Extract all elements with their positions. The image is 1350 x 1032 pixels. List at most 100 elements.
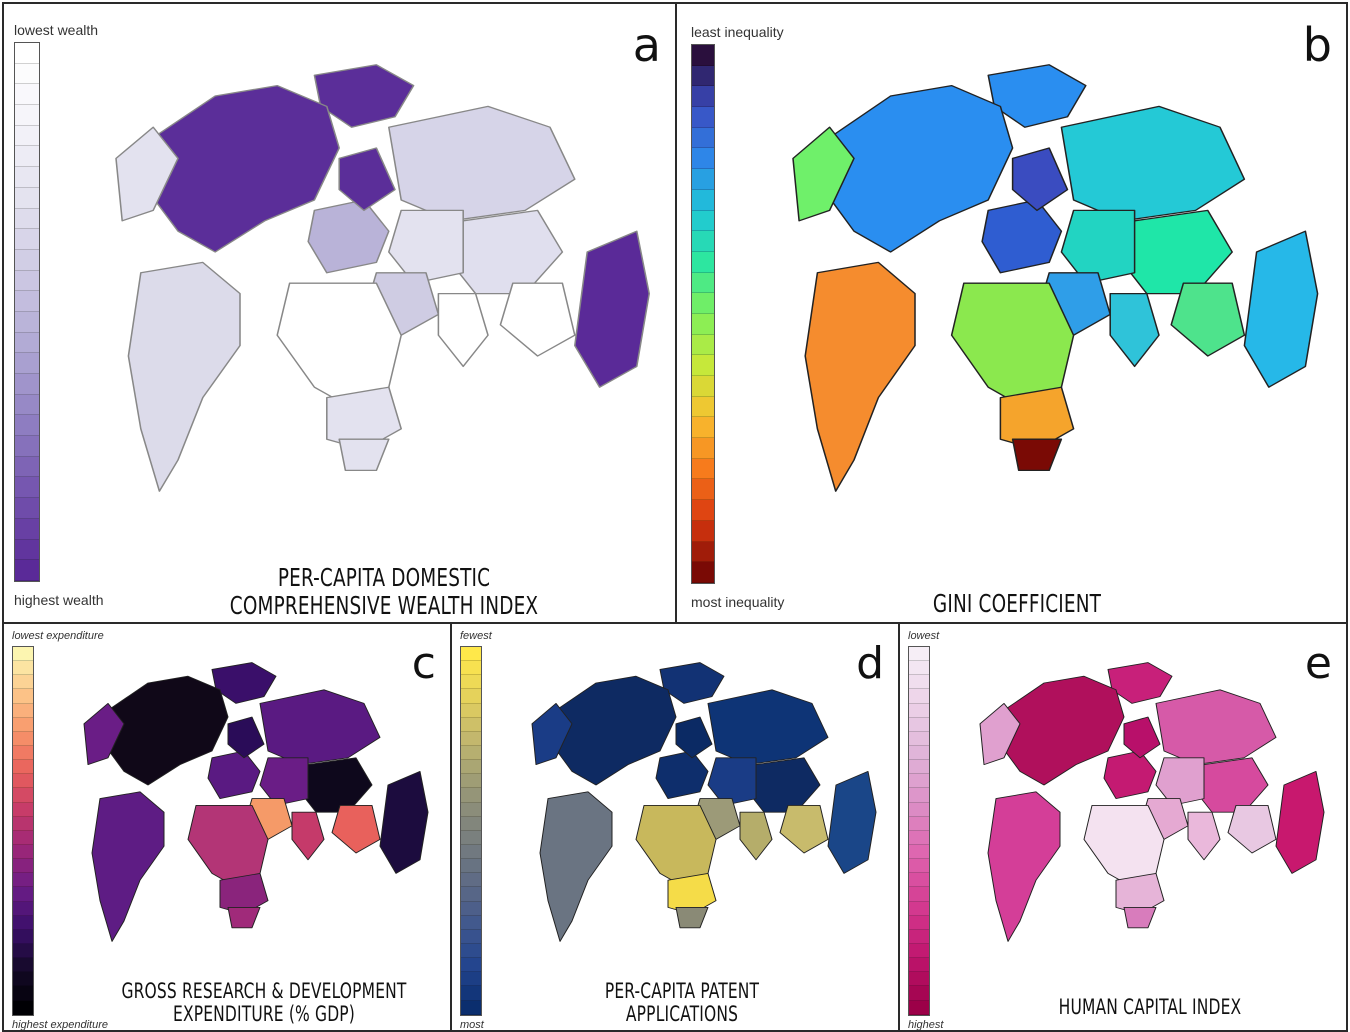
region-south-africa bbox=[227, 906, 261, 929]
legend-swatch bbox=[13, 788, 33, 803]
map-title: GINI COEFFICIENT bbox=[894, 590, 1140, 618]
region-india bbox=[1109, 292, 1160, 368]
region-scandinavia bbox=[1011, 147, 1069, 212]
legend-swatch bbox=[909, 915, 929, 930]
map-title-line-1: GINI COEFFICIENT bbox=[932, 589, 1102, 618]
legend-swatch bbox=[15, 477, 39, 499]
legend-top-label: lowest bbox=[908, 630, 940, 642]
region-europe bbox=[655, 750, 709, 800]
region-scandinavia bbox=[227, 716, 265, 759]
legend-swatch bbox=[15, 394, 39, 416]
region-alaska bbox=[115, 126, 179, 222]
legend-swatch bbox=[461, 703, 481, 718]
legend-swatch bbox=[15, 353, 39, 374]
legend-swatch bbox=[15, 43, 39, 64]
legend-swatch bbox=[13, 830, 33, 845]
legend-swatch bbox=[15, 332, 39, 354]
map-a bbox=[115, 64, 650, 492]
legend-swatch bbox=[461, 816, 481, 831]
legend-swatch bbox=[13, 816, 33, 831]
legend-swatch bbox=[461, 647, 481, 662]
legend-bottom-label: highest bbox=[908, 1019, 944, 1031]
legend-swatch bbox=[909, 760, 929, 775]
legend-swatch bbox=[692, 231, 714, 252]
legend-swatch bbox=[15, 270, 39, 292]
panel-letter: c bbox=[411, 638, 436, 689]
legend-swatch bbox=[15, 125, 39, 147]
legend-swatch bbox=[692, 458, 714, 480]
legend-swatch bbox=[461, 1000, 481, 1015]
region-australia bbox=[574, 230, 650, 388]
legend-swatch bbox=[909, 717, 929, 732]
legend-swatch bbox=[13, 986, 33, 1001]
legend-swatch bbox=[461, 986, 481, 1001]
legend-swatch bbox=[909, 844, 929, 860]
region-asia bbox=[1060, 209, 1136, 284]
legend-swatch bbox=[13, 844, 33, 860]
legend-swatch bbox=[13, 873, 33, 888]
legend-swatch bbox=[909, 703, 929, 718]
legend-swatch bbox=[461, 802, 481, 817]
legend-swatch bbox=[692, 313, 714, 335]
legend-swatch bbox=[909, 986, 929, 1001]
legend-swatch bbox=[15, 518, 39, 540]
legend-swatch bbox=[13, 929, 33, 944]
legend-swatch bbox=[692, 169, 714, 190]
legend-swatch bbox=[909, 1000, 929, 1015]
legend-swatch bbox=[13, 745, 33, 761]
legend-swatch bbox=[692, 520, 714, 542]
region-asia bbox=[388, 209, 464, 284]
region-australia bbox=[827, 770, 877, 874]
legend-swatch bbox=[692, 65, 714, 87]
region-south-africa bbox=[1123, 906, 1157, 929]
legend-swatch bbox=[15, 146, 39, 168]
legend-swatch bbox=[13, 717, 33, 732]
legend-swatch bbox=[909, 887, 929, 902]
legend-swatch bbox=[13, 972, 33, 987]
region-south-america bbox=[127, 261, 241, 492]
legend-swatch bbox=[15, 311, 39, 333]
region-scandinavia bbox=[675, 716, 713, 759]
region-north-america bbox=[551, 675, 677, 786]
region-se-asia bbox=[331, 804, 381, 854]
region-alaska bbox=[792, 126, 855, 222]
region-south-africa bbox=[1011, 438, 1063, 472]
legend-swatch bbox=[461, 788, 481, 803]
region-alaska bbox=[531, 702, 573, 766]
legend-swatch bbox=[909, 859, 929, 874]
legend-swatch bbox=[909, 958, 929, 973]
legend-swatch bbox=[15, 167, 39, 188]
legend-swatch bbox=[909, 661, 929, 676]
legend-swatch bbox=[13, 703, 33, 718]
region-asia bbox=[259, 757, 309, 806]
legend-swatch bbox=[461, 774, 481, 789]
region-china bbox=[1195, 757, 1269, 813]
map-title-line-1: PER-CAPITA PATENT bbox=[604, 979, 760, 1003]
region-europe bbox=[207, 750, 261, 800]
map-title-line-2: EXPENDITURE (% GDP) bbox=[172, 1002, 356, 1027]
legend-swatch bbox=[15, 560, 39, 581]
legend-swatch bbox=[909, 647, 929, 662]
map-regions bbox=[979, 662, 1325, 942]
legend-swatch bbox=[461, 873, 481, 888]
legend-swatch bbox=[461, 717, 481, 732]
region-china bbox=[1121, 209, 1233, 295]
legend-swatch bbox=[692, 500, 714, 521]
legend-swatch bbox=[461, 859, 481, 874]
legend-swatch bbox=[461, 689, 481, 704]
region-australia bbox=[1275, 770, 1325, 874]
legend-swatch bbox=[13, 647, 33, 662]
legend-swatch bbox=[15, 291, 39, 312]
legend-swatch bbox=[13, 887, 33, 902]
region-se-asia bbox=[499, 282, 576, 357]
legend-swatch bbox=[15, 436, 39, 457]
map-title: PER-CAPITA PATENT APPLICATIONS bbox=[559, 979, 805, 1026]
region-india bbox=[1187, 811, 1221, 861]
legend-swatch bbox=[692, 107, 714, 128]
region-north-america bbox=[999, 675, 1125, 786]
legend-bottom-label: most bbox=[460, 1019, 484, 1031]
legend-swatch bbox=[692, 45, 714, 66]
region-russia bbox=[259, 689, 381, 766]
map-b bbox=[792, 64, 1319, 492]
legend-swatch bbox=[692, 376, 714, 397]
